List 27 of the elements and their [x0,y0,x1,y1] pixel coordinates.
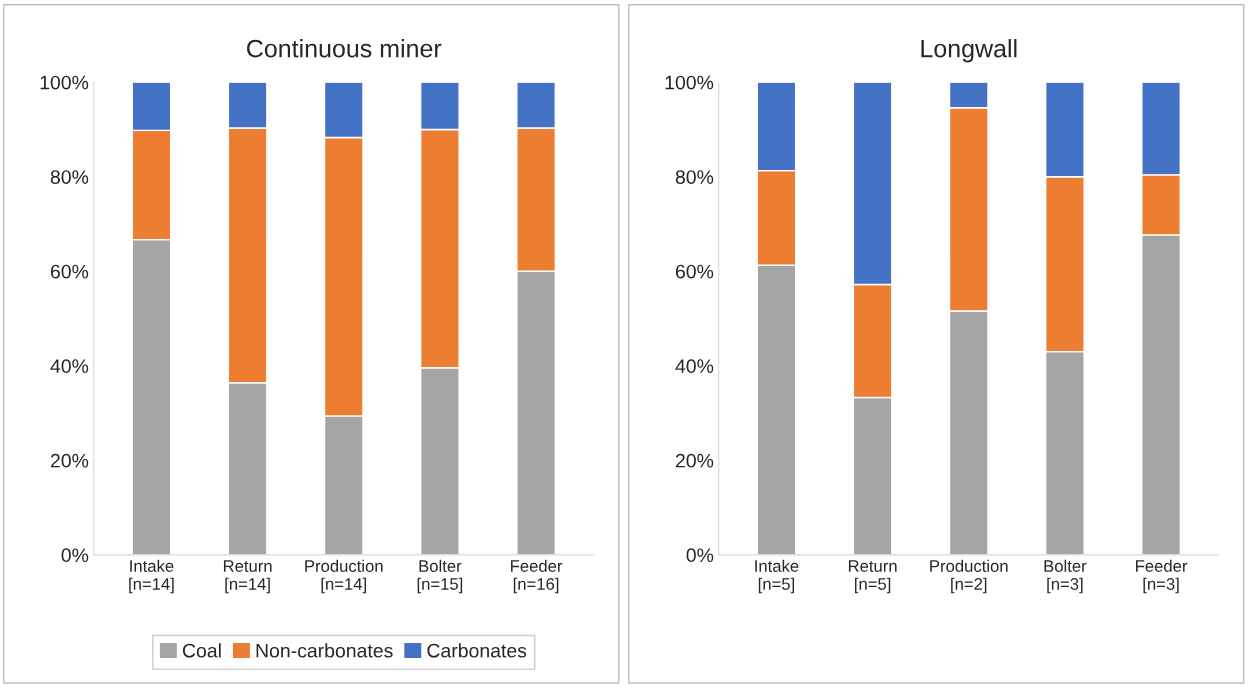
x-tick-label: Bolter [n=15] [417,559,463,594]
legend-label: Carbonates [427,643,527,658]
x-tick-label: Production [n=14] [305,559,383,594]
x-tick-label: Bolter [n=3] [1044,559,1087,594]
chart-title: Continuous miner [247,39,442,58]
y-tick-label: 20% [50,453,89,468]
x-tick-label: Feeder [n=16] [511,559,563,594]
x-tick-label: Intake [n=5] [755,559,799,594]
y-tick-label: 80% [50,170,89,184]
y-tick-label: 60% [50,264,89,279]
x-tick-label: Production [n=2] [930,559,1008,594]
legend-label: Non-carbonates [256,643,393,658]
y-tick-label: 100% [40,75,89,90]
y-tick-label: 40% [50,359,89,374]
y-tick-label: 100% [665,75,714,90]
y-tick-label: 40% [675,359,714,374]
legend-label: Coal [182,643,221,658]
y-tick-label: 80% [675,170,714,184]
x-tick-label: Intake [n=14] [129,559,174,594]
x-tick-label: Return [n=14] [223,560,272,594]
y-tick-label: 20% [675,453,714,468]
x-tick-label: Return [n=5] [848,560,897,594]
y-tick-label: 0% [61,548,89,563]
x-tick-label: Feeder [n=3] [1136,559,1188,594]
y-tick-label: 0% [686,548,714,563]
y-tick-label: 60% [675,264,714,279]
chart-title: Longwall [921,39,1017,63]
